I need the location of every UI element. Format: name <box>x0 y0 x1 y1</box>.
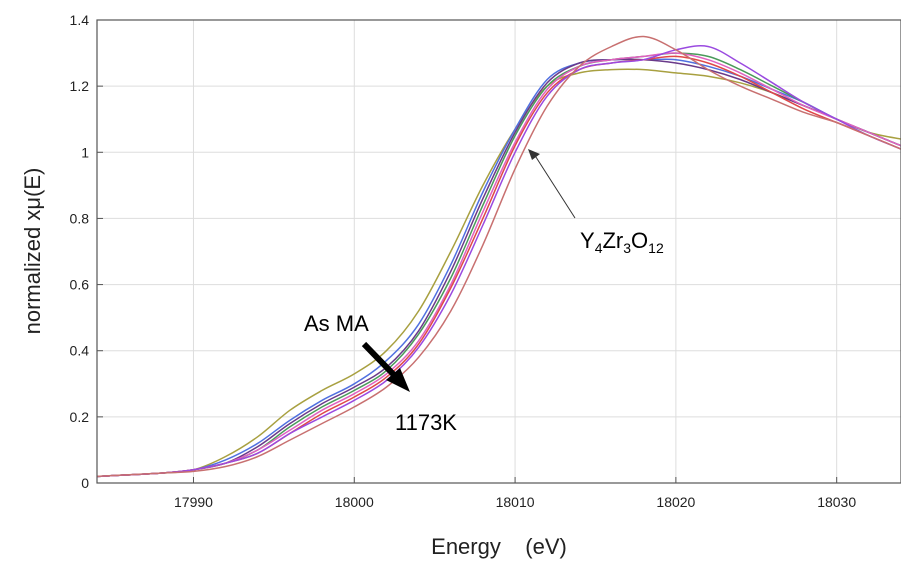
x-tick-label: 18000 <box>335 494 374 510</box>
x-axis: 17990 18000 18010 18020 18030 <box>174 477 856 510</box>
y-tick-label: 1 <box>81 144 89 160</box>
x-tick-label: 18020 <box>656 494 695 510</box>
as-ma-label: As MA <box>304 311 369 336</box>
plot-frame <box>96 19 901 484</box>
series-group <box>96 35 901 478</box>
y-tick-label: 0.4 <box>70 343 90 359</box>
compound-arrow <box>533 153 576 219</box>
x-tick-label: 17990 <box>174 494 213 510</box>
series-line-8 <box>96 35 901 478</box>
y-tick-label: 1.4 <box>70 12 90 28</box>
trend-arrowhead <box>386 368 410 392</box>
y-tick-label: 0.6 <box>70 277 90 293</box>
y-tick-label: 1.2 <box>70 78 90 94</box>
series-line-7 <box>96 45 901 478</box>
y-axis: 0 0.2 0.4 0.6 0.8 1 1.2 1.4 <box>70 12 103 491</box>
y-axis-title: normalized xμ(E) <box>20 168 45 335</box>
trend-arrow <box>361 341 400 381</box>
k1173-label: 1173K <box>395 410 457 435</box>
y-tick-label: 0.2 <box>70 409 90 425</box>
y-tick-label: 0 <box>81 475 89 491</box>
y-tick-label: 0.8 <box>70 210 90 226</box>
compound-arrowhead <box>528 149 540 160</box>
x-tick-label: 18010 <box>496 494 535 510</box>
x-axis-title: Energy (eV) <box>431 534 567 559</box>
x-tick-label: 18030 <box>817 494 856 510</box>
series-line-5 <box>96 52 901 478</box>
compound-label: Y4Zr3O12 <box>580 228 664 256</box>
